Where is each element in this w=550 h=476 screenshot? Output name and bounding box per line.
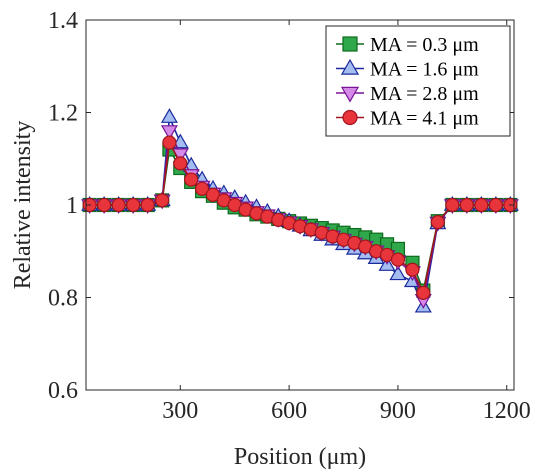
y-tick-label: 1.4 [48, 8, 78, 34]
data-point [389, 265, 407, 281]
data-point [416, 285, 431, 300]
y-tick-label: 1.2 [48, 101, 78, 127]
data-point [97, 197, 112, 213]
data-point [445, 197, 460, 213]
data-point [111, 197, 126, 213]
legend-entry: MA = 0.3 μm [336, 34, 479, 56]
y-tick-label: 0.6 [48, 378, 78, 404]
data-point [126, 197, 141, 213]
x-tick-label: 300 [162, 398, 198, 424]
legend-label: MA = 1.6 μm [370, 59, 479, 81]
legend-entry: MA = 4.1 μm [336, 108, 479, 130]
legend-entry: MA = 2.8 μm [336, 83, 479, 105]
legend-marker [342, 36, 358, 52]
x-tick-label: 600 [271, 398, 307, 424]
data-point [162, 135, 177, 150]
x-tick-label: 1200 [483, 398, 531, 424]
data-point [459, 197, 474, 213]
x-axis-title: Position (μm) [234, 444, 366, 470]
y-axis-title: Relative intensity [10, 121, 36, 290]
data-point [160, 108, 178, 123]
data-point [194, 181, 210, 196]
axis-layer [85, 19, 515, 391]
data-point [430, 215, 445, 230]
data-point [474, 197, 489, 213]
legend-marker [340, 58, 360, 75]
legend-entry: MA = 1.6 μm [336, 59, 479, 81]
data-point [140, 197, 155, 213]
legend-label: MA = 4.1 μm [370, 108, 479, 130]
data-point [390, 252, 406, 267]
data-point [155, 193, 170, 208]
legend-label: MA = 0.3 μm [370, 34, 479, 56]
y-tick-label: 0.8 [48, 286, 78, 312]
legend-label: MA = 2.8 μm [370, 83, 479, 105]
legend-marker [342, 109, 358, 126]
data-point [160, 125, 178, 141]
data-point [488, 197, 503, 213]
data-point [405, 262, 420, 277]
legend-marker [340, 86, 360, 103]
x-tick-label: 900 [380, 398, 416, 424]
data-point [184, 172, 199, 187]
series-layer [81, 108, 519, 313]
y-tick-label: 1 [66, 193, 78, 219]
tick-labels: 300 600 900 1200 0.6 0.8 1 1.2 1.4 [48, 8, 531, 424]
data-point [173, 156, 188, 171]
